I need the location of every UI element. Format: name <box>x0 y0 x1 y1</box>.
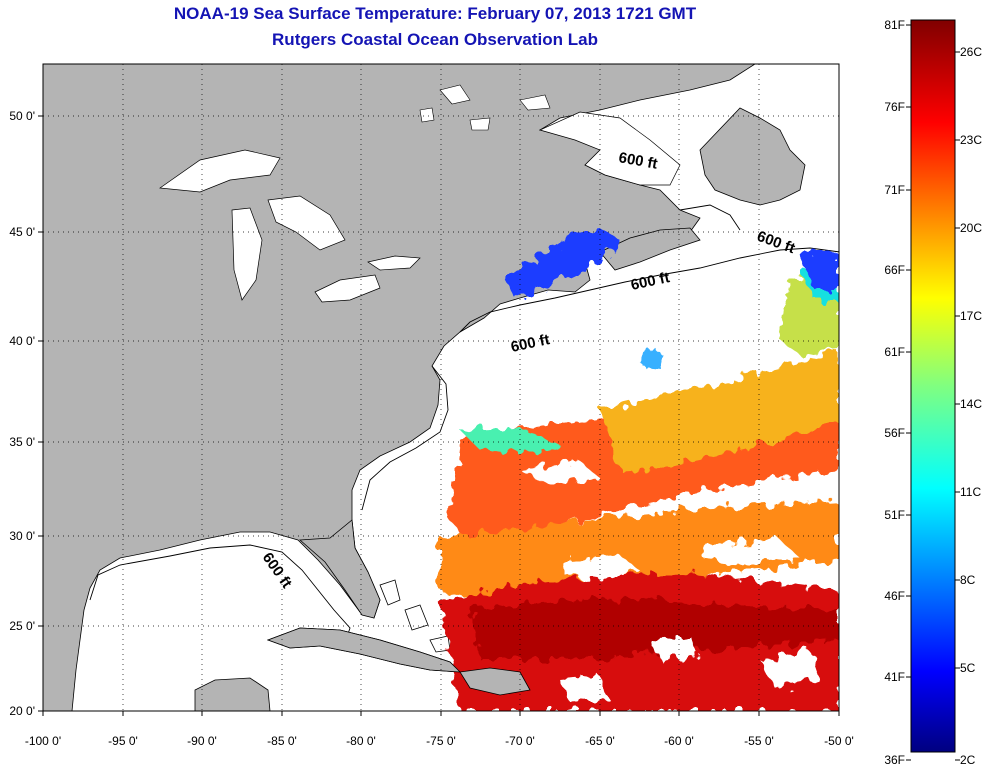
land-yucatan <box>194 677 271 711</box>
latitude-labels: 50 0' 45 0' 40 0' 35 0' 30 0' 25 0' 20 0' <box>9 109 43 718</box>
great-lakes <box>159 149 421 303</box>
colorbar-f-label: 71F <box>884 183 905 197</box>
colorbar-c-label: 2C <box>960 753 976 767</box>
inland-lakes <box>419 84 551 131</box>
colorbar-f-label: 56F <box>884 426 905 440</box>
contour-600ft <box>89 204 839 641</box>
lon-tick-label: -65 0' <box>585 734 615 748</box>
lat-tick-label: 25 0' <box>9 619 35 633</box>
lon-tick-label: -75 0' <box>426 734 456 748</box>
longitude-labels: -100 0' -95 0' -90 0' -85 0' -80 0' -75 0' -70… <box>25 711 854 748</box>
colorbar-c-label: 8C <box>960 573 976 587</box>
colorbar-c-label: 5C <box>960 661 976 675</box>
lon-tick-label: -85 0' <box>267 734 297 748</box>
contour-label-1: 600 ft <box>617 149 659 173</box>
colorbar-f-label: 66F <box>884 263 905 277</box>
lat-tick-label: 35 0' <box>9 435 35 449</box>
colorbar-fahrenheit-labels: 81F 76F 71F 66F 61F 56F 51F 46F 41F 36F <box>884 18 911 767</box>
colorbar-f-label: 76F <box>884 100 905 114</box>
colorbar-f-label: 36F <box>884 753 905 767</box>
lon-tick-label: -80 0' <box>346 734 376 748</box>
map-title: NOAA-19 Sea Surface Temperature: Februar… <box>173 4 697 23</box>
colorbar <box>910 19 956 753</box>
colorbar-f-label: 51F <box>884 508 905 522</box>
lat-tick-label: 45 0' <box>9 225 35 239</box>
sst-field <box>440 228 839 711</box>
colorbar-f-label: 41F <box>884 670 905 684</box>
colorbar-f-label: 46F <box>884 589 905 603</box>
lon-tick-label: -70 0' <box>505 734 535 748</box>
lon-tick-label: -60 0' <box>664 734 694 748</box>
colorbar-c-label: 11C <box>960 485 981 499</box>
land-hispaniola-overlay <box>459 667 531 696</box>
colorbar-c-label: 17C <box>960 309 982 323</box>
colorbar-f-label: 81F <box>884 18 905 32</box>
lat-tick-label: 20 0' <box>9 704 35 718</box>
lat-tick-label: 40 0' <box>9 334 35 348</box>
colorbar-c-label: 20C <box>960 221 982 235</box>
land-newfoundland <box>699 107 806 206</box>
land-florida <box>299 519 381 619</box>
colorbar-f-label: 61F <box>884 345 905 359</box>
lon-tick-label: -100 0' <box>25 734 61 748</box>
lon-tick-label: -50 0' <box>824 734 854 748</box>
lat-tick-label: 30 0' <box>9 529 35 543</box>
lon-tick-label: -95 0' <box>108 734 138 748</box>
cloud-gaps <box>520 462 820 702</box>
land-nova-scotia <box>599 227 701 271</box>
lon-tick-label: -55 0' <box>744 734 774 748</box>
gulf-st-lawrence <box>538 111 681 186</box>
colorbar-c-label: 26C <box>960 45 982 59</box>
lon-tick-label: -90 0' <box>187 734 217 748</box>
lat-tick-label: 50 0' <box>9 109 35 123</box>
colorbar-c-label: 14C <box>960 397 982 411</box>
colorbar-celsius-labels: 26C 23C 20C 17C 14C 11C 8C 5C 2C <box>955 45 982 767</box>
colorbar-c-label: 23C <box>960 133 982 147</box>
map-subtitle: Rutgers Coastal Ocean Observation Lab <box>272 30 598 49</box>
